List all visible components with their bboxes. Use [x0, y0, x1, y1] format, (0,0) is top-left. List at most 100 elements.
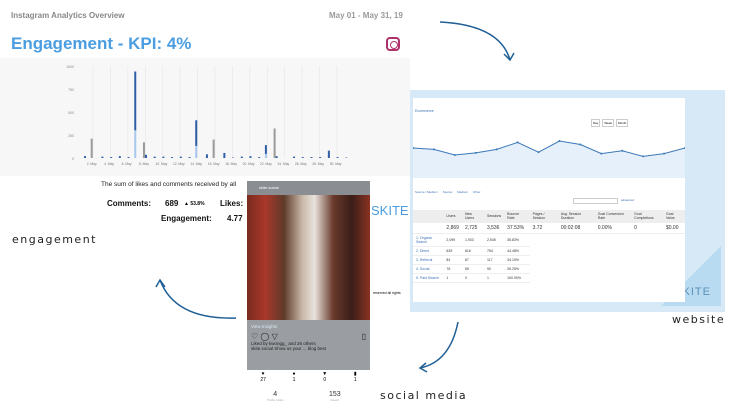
x-tick-label: 20. May	[243, 162, 255, 166]
skite-logo: SKITE	[368, 203, 412, 218]
line-point	[642, 155, 645, 158]
line-point	[453, 154, 456, 156]
bar	[101, 156, 104, 158]
bar	[90, 138, 93, 158]
month-button[interactable]: Month	[615, 119, 629, 127]
website-label-text: website	[672, 313, 726, 326]
bar	[336, 157, 339, 158]
bar	[110, 157, 113, 158]
column-header[interactable]: Users	[443, 210, 462, 223]
x-tick-label: 22. May	[260, 162, 272, 166]
row-label[interactable]: 3. Referral	[413, 255, 444, 265]
line-point	[579, 143, 582, 146]
bar	[179, 156, 182, 158]
column-header[interactable]: New Users	[461, 210, 484, 223]
column-header[interactable]: Goal Conversion Rate	[594, 210, 632, 223]
row-label[interactable]: 1. Organic Search	[413, 233, 444, 247]
stat-item: ♥ 27	[260, 371, 266, 383]
website-analytics-screenshot: SKITE Ecommerce Day Week Month Source / …	[373, 90, 725, 312]
table-cell: 1	[483, 273, 505, 283]
sessions-line	[413, 140, 685, 157]
day-button[interactable]: Day	[591, 119, 601, 127]
table-cell: 2,545	[483, 233, 505, 247]
table-cell: 35.83%	[504, 233, 530, 247]
table-cell: 84	[443, 255, 462, 265]
x-tick-label: 10. May	[156, 162, 168, 166]
stat-item: ▮ 1	[354, 371, 357, 383]
save-icon[interactable]: ▯	[361, 332, 366, 341]
table-cell: 26.25%	[504, 264, 530, 274]
line-point	[432, 148, 435, 151]
arrow-head-icon	[503, 52, 515, 62]
bar	[134, 130, 137, 158]
row-label[interactable]: 4. Social	[413, 264, 444, 274]
profile-visits-value: 4	[273, 391, 278, 398]
advanced-link[interactable]: advanced	[621, 198, 635, 202]
acquisition-table: Users New Users Sessions Bounce Rate Pages /…	[413, 210, 685, 283]
table-row: 1. Organic Search 2,099 1,933 2,545 35.83%	[413, 233, 685, 247]
post-photo	[247, 195, 370, 320]
total-cell: 37.53%	[504, 222, 530, 234]
bar	[223, 152, 226, 158]
view-insights-link[interactable]: View Insights	[251, 324, 278, 329]
line-point	[495, 148, 498, 151]
stat-value: 1	[292, 377, 296, 383]
column-header[interactable]: Pages / Session	[529, 210, 558, 223]
table-cell: 0	[461, 273, 484, 283]
link-medium[interactable]: Medium	[457, 190, 468, 194]
bar	[162, 156, 165, 158]
tab-ecommerce[interactable]: Ecommerce	[415, 109, 434, 113]
kpi-heading: Engagement - KPI: 4%	[11, 34, 192, 53]
link-source-medium[interactable]: Source / Medium	[415, 190, 438, 194]
line-point	[413, 147, 414, 149]
column-header[interactable]: Goal Completions	[631, 210, 663, 223]
table-cell: 117	[483, 255, 505, 265]
table-row: 2. Direct 639 616 754 44.48%	[413, 246, 685, 256]
table-cell: 44.48%	[504, 246, 530, 256]
line-point	[684, 147, 685, 149]
week-button[interactable]: Week	[602, 119, 614, 127]
x-tick-label: 26. May	[295, 162, 307, 166]
send-icon: ▼	[322, 371, 328, 377]
date-range: May 01 - May 31, 19	[329, 11, 403, 20]
comment-icon: ●	[292, 371, 296, 377]
y-tick-label: 0	[72, 157, 74, 161]
bar	[127, 157, 130, 158]
bar	[195, 120, 198, 146]
y-tick-label: 250	[68, 134, 74, 138]
likes-label: Likes:	[220, 199, 244, 208]
post-account: skite.social	[247, 181, 370, 195]
column-header[interactable]: Sessions	[483, 210, 505, 223]
link-source[interactable]: Source	[442, 190, 453, 194]
line-point	[516, 141, 519, 144]
x-tick-label: 2. May	[87, 162, 97, 166]
chart-caption: The sum of likes and comments received b…	[101, 181, 237, 188]
column-header[interactable]: Goal Value	[662, 210, 685, 223]
column-header[interactable]: Bounce Rate	[504, 210, 530, 223]
row-label[interactable]: 2. Direct	[413, 246, 444, 256]
table-cell: 90	[483, 264, 505, 274]
table-search-input[interactable]	[573, 198, 618, 204]
bar	[153, 156, 156, 158]
line-point	[621, 149, 624, 152]
bar	[240, 156, 243, 158]
x-tick-label: 18. May	[225, 162, 237, 166]
line-point	[474, 151, 477, 154]
bar	[273, 128, 276, 158]
comments-value: 689	[165, 199, 179, 208]
post-actions[interactable]: ♡ ◯ ▽ ▯	[251, 332, 366, 341]
x-tick-label: 14. May	[190, 162, 202, 166]
line-point	[537, 151, 540, 154]
stat-value: 27	[260, 377, 266, 383]
comments-label: Comments:	[107, 199, 152, 208]
engagement-label-text: engagement	[12, 233, 97, 246]
stat-value: 0	[323, 377, 327, 383]
row-label[interactable]: 5. Paid Search	[413, 273, 444, 283]
arrow-head-icon	[418, 362, 428, 373]
engagement-value: 4.77	[227, 214, 243, 223]
arrow-to-engagement	[159, 279, 237, 319]
link-other[interactable]: Other	[472, 190, 481, 194]
bar	[264, 153, 267, 158]
bar	[249, 156, 252, 158]
column-header[interactable]: Avg. Session Duration	[557, 210, 595, 223]
